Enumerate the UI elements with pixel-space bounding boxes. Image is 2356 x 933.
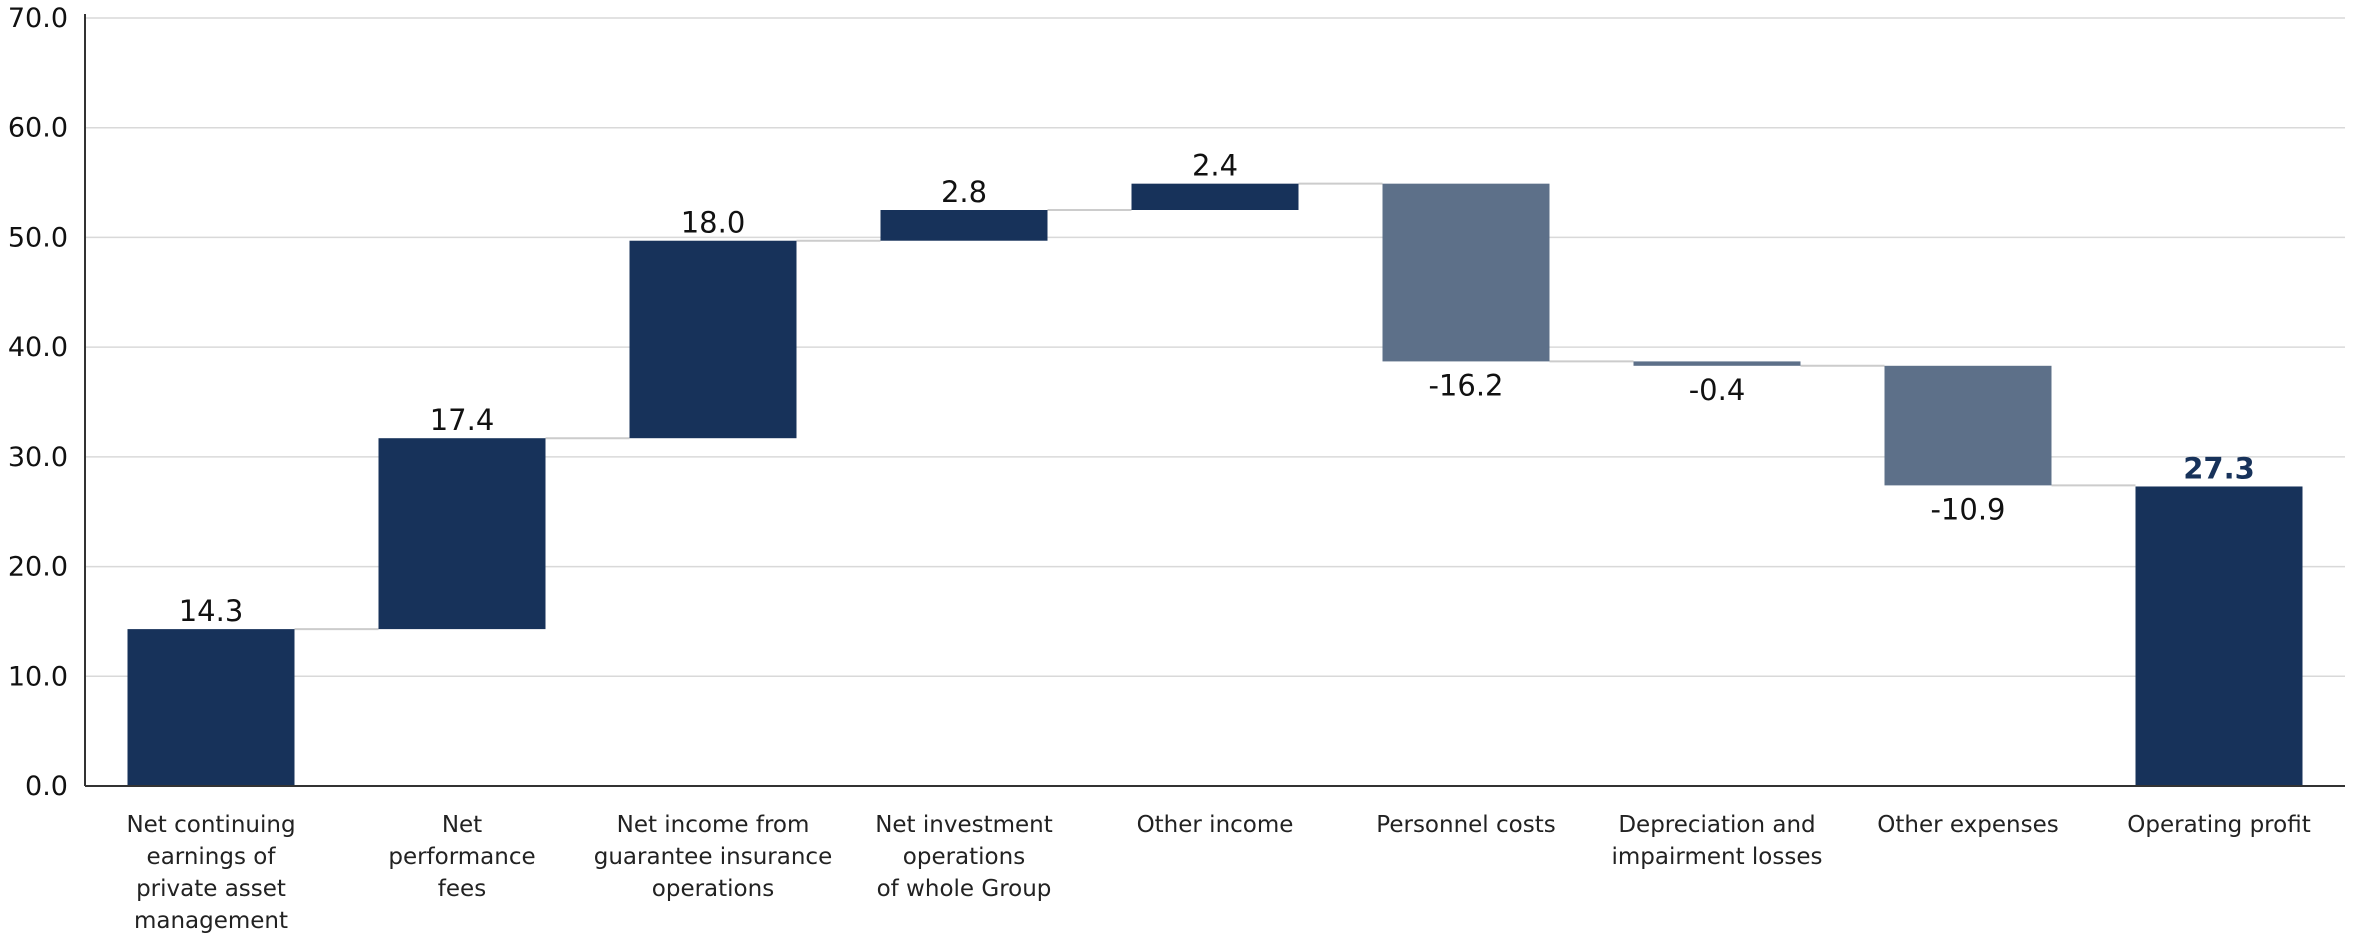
increase-bar xyxy=(1131,183,1299,210)
y-tick-label: 50.0 xyxy=(8,222,68,253)
value-label: 27.3 xyxy=(2183,451,2255,485)
y-tick-label: 20.0 xyxy=(8,552,68,583)
category-label: Other expenses xyxy=(1877,812,2058,838)
value-label: 18.0 xyxy=(681,206,746,240)
y-tick-label: 70.0 xyxy=(8,3,68,34)
increase-bar xyxy=(378,438,546,630)
category-label: Net performance fees xyxy=(388,812,535,902)
category-label: Net income from guarantee insurance operat… xyxy=(594,812,832,902)
total-bar xyxy=(2135,486,2303,786)
y-tick-labels: 0.0 10.0 20.0 30.0 40.0 50.0 60.0 70.0 xyxy=(8,3,68,802)
y-tick-label: 40.0 xyxy=(8,332,68,363)
bar-layer xyxy=(127,183,2303,786)
category-label: Net investment operations of whole Group xyxy=(875,812,1053,902)
decrease-bar xyxy=(1884,365,2052,486)
y-tick-label: 0.0 xyxy=(25,771,68,802)
value-label: -10.9 xyxy=(1930,492,2005,526)
value-label: -16.2 xyxy=(1428,368,1503,402)
decrease-bar xyxy=(1633,361,1801,366)
category-label: Other income xyxy=(1137,812,1294,838)
y-tick-label: 30.0 xyxy=(8,442,68,473)
category-label: Depreciation and impairment losses xyxy=(1612,812,1823,870)
axis-layer xyxy=(84,14,2345,787)
value-labels: 14.3 17.4 18.0 2.8 2.4 -16.2 -0.4 -10.9 27.3 xyxy=(179,149,2255,628)
category-label: Net continuing earnings of private asset ma… xyxy=(126,812,295,933)
y-tick-label: 10.0 xyxy=(8,661,68,692)
increase-bar xyxy=(880,210,1048,241)
value-label: 17.4 xyxy=(430,403,495,437)
increase-bar xyxy=(127,629,295,786)
y-tick-label: 60.0 xyxy=(8,113,68,144)
value-label: -0.4 xyxy=(1689,373,1746,407)
value-label: 14.3 xyxy=(179,594,244,628)
connector-layer xyxy=(294,182,2136,631)
value-label: 2.4 xyxy=(1192,149,1238,183)
category-label: Operating profit xyxy=(2127,812,2310,838)
increase-bar xyxy=(629,240,797,439)
value-label: 2.8 xyxy=(941,175,987,209)
category-label: Personnel costs xyxy=(1376,812,1555,838)
category-labels: Net continuing earnings of private asset ma… xyxy=(126,812,2310,933)
decrease-bar xyxy=(1382,183,1550,362)
